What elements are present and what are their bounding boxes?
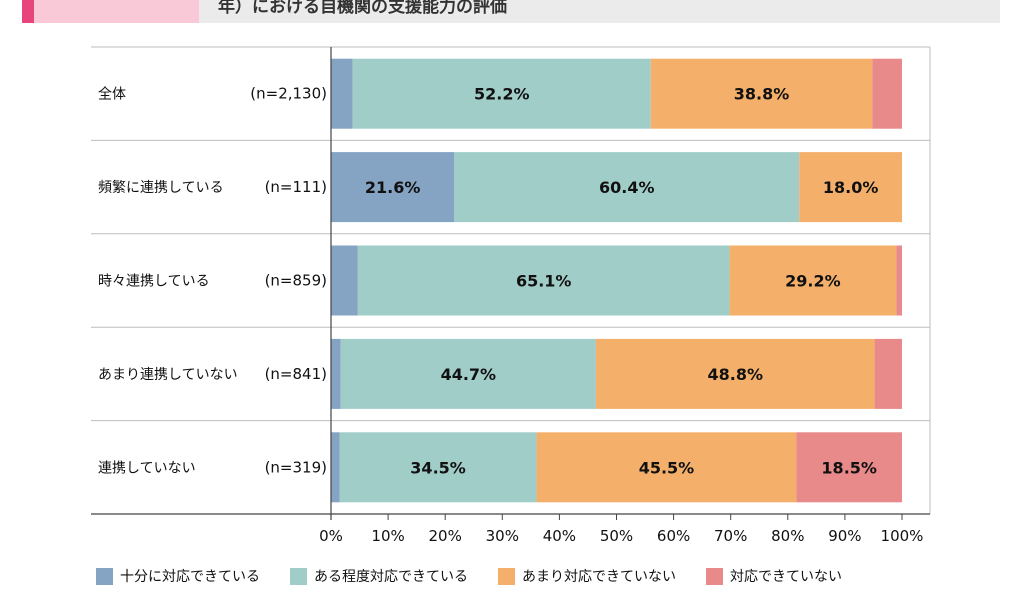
data-label: 29.2% <box>785 272 841 291</box>
x-tick-label: 50% <box>600 527 633 545</box>
bar-segment <box>331 432 340 503</box>
data-label: 18.0% <box>823 178 879 197</box>
header-accent <box>22 0 34 23</box>
x-tick-label: 100% <box>881 527 924 545</box>
bar-segment <box>796 432 902 503</box>
bar-segment <box>357 245 730 316</box>
category-label: 全体 <box>98 86 126 103</box>
bar-segment <box>331 245 358 316</box>
data-label: 38.8% <box>734 85 790 104</box>
data-label: 34.5% <box>410 458 466 477</box>
data-label: 18.5% <box>821 458 877 477</box>
category-label: 時々連携している <box>98 274 210 290</box>
legend-label: あまり対応できていない <box>522 569 676 585</box>
legend-item: ある程度対応できている <box>290 566 468 586</box>
n-label: (n=111) <box>265 178 327 196</box>
data-label: 52.2% <box>474 85 530 104</box>
data-label: 65.1% <box>516 272 572 291</box>
x-tick-label: 20% <box>429 527 462 545</box>
bar-segment <box>331 338 341 409</box>
legend-item: 十分に対応できている <box>96 566 260 586</box>
bar-segment <box>729 245 897 316</box>
x-tick-label: 0% <box>319 527 343 545</box>
x-tick-label: 60% <box>657 527 690 545</box>
x-tick-label: 90% <box>828 527 861 545</box>
data-label: 48.8% <box>708 365 764 384</box>
chart-title: 年）における自機関の支援能力の評価 <box>218 0 507 17</box>
legend-swatch <box>96 567 113 585</box>
bar-segment <box>595 338 875 409</box>
bar-segment <box>874 338 902 409</box>
legend-label: 対応できていない <box>730 569 842 585</box>
bar-segment <box>340 338 596 409</box>
category-label: 連携していない <box>98 460 196 476</box>
data-label: 21.6% <box>365 178 421 197</box>
x-tick-label: 10% <box>371 527 404 545</box>
bar-segment <box>352 58 651 129</box>
bar-segment <box>799 152 902 223</box>
data-label: 60.4% <box>599 178 655 197</box>
x-tick-label: 70% <box>714 527 747 545</box>
legend-swatch <box>498 567 515 585</box>
legend-item: あまり対応できていない <box>498 566 676 586</box>
n-label: (n=859) <box>265 272 327 290</box>
x-tick-label: 30% <box>486 527 519 545</box>
legend: 十分に対応できている ある程度対応できている あまり対応できていない 対応できていない <box>96 566 872 586</box>
bar-segment <box>331 152 455 223</box>
legend-label: 十分に対応できている <box>120 569 260 585</box>
bar-segment <box>331 58 353 129</box>
x-tick-label: 40% <box>543 527 576 545</box>
legend-swatch <box>706 567 723 585</box>
stacked-bar-chart: 全体 (n=2,130) 52.2% 38.8% 頻繁に連携している (n=111) 21.… <box>91 46 931 545</box>
bar-segment <box>454 152 800 223</box>
legend-label: ある程度対応できている <box>314 569 468 585</box>
bar-segment <box>650 58 873 129</box>
n-label: (n=319) <box>265 458 327 476</box>
bar-segment <box>896 245 902 316</box>
bar-segment <box>536 432 797 503</box>
x-tick-label: 80% <box>771 527 804 545</box>
n-label: (n=2,130) <box>250 85 327 103</box>
header-pink-block <box>34 0 199 23</box>
header-bar <box>22 0 1000 23</box>
n-label: (n=841) <box>265 365 327 383</box>
bar-segment <box>339 432 537 503</box>
data-label: 44.7% <box>441 365 497 384</box>
legend-swatch <box>290 567 307 585</box>
bar-segment <box>872 58 902 129</box>
category-label: あまり連携していない <box>98 367 238 383</box>
legend-item: 対応できていない <box>706 566 842 586</box>
category-label: 頻繁に連携している <box>98 180 224 196</box>
data-label: 45.5% <box>639 458 695 477</box>
